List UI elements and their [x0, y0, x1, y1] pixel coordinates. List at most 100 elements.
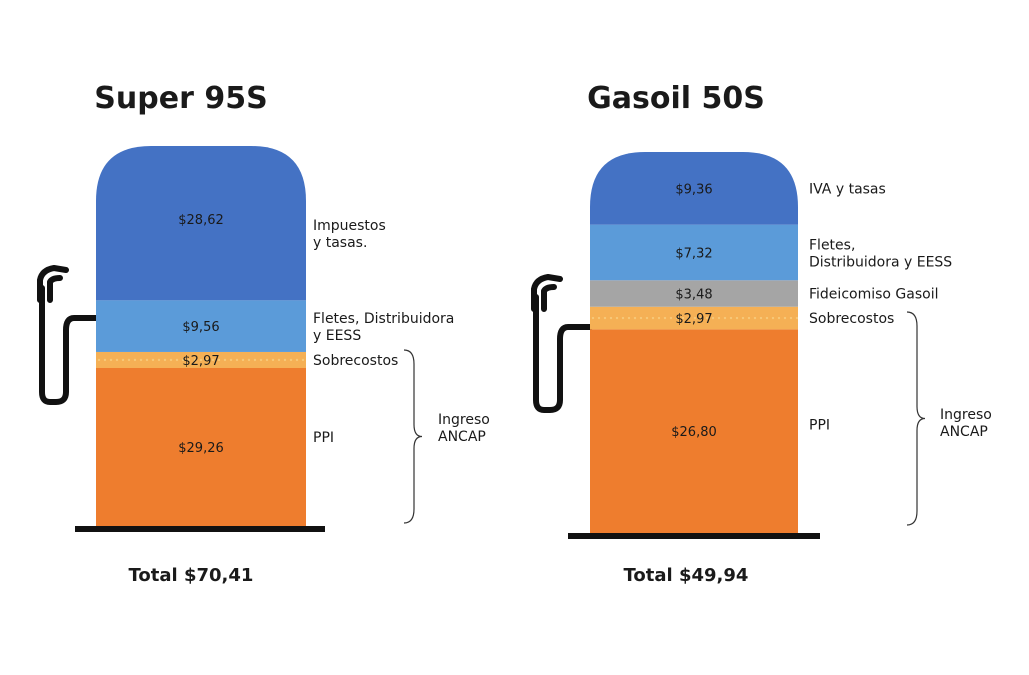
texture-dot — [205, 358, 209, 362]
texture-dot — [241, 358, 245, 362]
nozzle-icon — [37, 265, 69, 303]
texture-dot — [723, 316, 727, 320]
texture-dot — [603, 316, 607, 320]
segment-label: Fideicomiso Gasoil — [809, 287, 938, 303]
texture-dot — [199, 358, 203, 362]
texture-dot — [789, 316, 793, 320]
texture-dot — [597, 316, 601, 320]
texture-dot — [591, 316, 595, 320]
texture-dot — [139, 358, 143, 362]
segment-label: y tasas. — [313, 235, 367, 251]
texture-dot — [187, 358, 191, 362]
texture-dot — [223, 358, 227, 362]
segment-label: y EESS — [313, 328, 361, 344]
texture-dot — [229, 358, 233, 362]
texture-dot — [705, 316, 709, 320]
texture-dot — [133, 358, 137, 362]
texture-dot — [157, 358, 161, 362]
segment-label: Sobrecostos — [809, 311, 894, 327]
texture-dot — [645, 316, 649, 320]
bar-segment — [590, 280, 798, 307]
bar-segment — [96, 300, 306, 352]
texture-dot — [217, 358, 221, 362]
texture-dot — [735, 316, 739, 320]
segment-label: PPI — [313, 430, 334, 446]
stack-group — [96, 146, 306, 526]
texture-dot — [795, 316, 798, 320]
segment-label: PPI — [809, 417, 830, 433]
texture-dot — [771, 316, 775, 320]
texture-dot — [627, 316, 631, 320]
group-label: Ingreso — [438, 412, 490, 428]
brace — [403, 349, 423, 524]
texture-dot — [151, 358, 155, 362]
data-label: $3,48 — [675, 288, 712, 303]
texture-dot — [115, 358, 119, 362]
texture-dot — [103, 358, 107, 362]
segment-label: Sobrecostos — [313, 353, 398, 369]
bar-segment — [590, 329, 798, 533]
texture-dot — [181, 358, 185, 362]
texture-dot — [169, 358, 173, 362]
group-label: Ingreso — [940, 407, 992, 423]
brace — [906, 311, 926, 526]
segment-label: Fletes, Distribuidora — [313, 311, 454, 327]
texture-dot — [109, 358, 113, 362]
data-label: $29,26 — [178, 441, 224, 456]
hose-icon — [533, 294, 593, 413]
texture-dot — [163, 358, 167, 362]
texture-dot — [741, 316, 745, 320]
texture-dot — [681, 316, 685, 320]
segment-label: Fletes, — [809, 237, 855, 253]
data-label: $2,97 — [675, 312, 712, 327]
data-label: $7,32 — [675, 246, 712, 261]
texture-dot — [651, 316, 655, 320]
bar-segment — [96, 367, 306, 526]
texture-dot — [175, 358, 179, 362]
texture-dot — [253, 358, 257, 362]
pump-chart-2: $26,80 PPI $2,97 Sobrecostos $3,48 Fideicomis… — [531, 81, 992, 586]
texture-dot — [759, 316, 763, 320]
texture-dot — [295, 358, 299, 362]
data-label: $9,56 — [182, 320, 219, 335]
segment-label: Impuestos — [313, 218, 386, 234]
bar-segment — [590, 152, 798, 225]
texture-dot — [235, 358, 239, 362]
data-label: $9,36 — [675, 182, 712, 197]
data-label: $26,80 — [671, 425, 717, 440]
segment-label: IVA y tasas — [809, 181, 886, 197]
texture-dot — [193, 358, 197, 362]
texture-dot — [121, 358, 125, 362]
group-label: ANCAP — [438, 429, 486, 445]
texture-dot — [289, 358, 293, 362]
texture-dot — [699, 316, 703, 320]
texture-dot — [247, 358, 251, 362]
texture-dot — [301, 358, 305, 362]
texture-dot — [639, 316, 643, 320]
total-label: Total $49,94 — [624, 565, 749, 586]
texture-dot — [211, 358, 215, 362]
texture-dot — [265, 358, 269, 362]
texture-dot — [675, 316, 679, 320]
pump-chart-1: $29,26 PPI $2,97 Sobrecostos $9,56 Fletes, Di… — [37, 81, 490, 586]
texture-dot — [127, 358, 131, 362]
texture-dot — [259, 358, 263, 362]
texture-dot — [777, 316, 781, 320]
texture-dot — [621, 316, 625, 320]
texture-dot — [717, 316, 721, 320]
texture-dot — [609, 316, 613, 320]
texture-dot — [633, 316, 637, 320]
texture-dot — [277, 358, 281, 362]
texture-dot — [283, 358, 287, 362]
texture-dot — [657, 316, 661, 320]
stack-group — [590, 152, 798, 533]
texture-dot — [753, 316, 757, 320]
texture-dot — [145, 358, 149, 362]
chart-title: Super 95S — [94, 81, 267, 116]
group-label: ANCAP — [940, 424, 988, 440]
data-label: $28,62 — [178, 213, 224, 228]
total-label: Total $70,41 — [129, 565, 254, 586]
chart-title: Gasoil 50S — [587, 81, 765, 116]
texture-dot — [783, 316, 787, 320]
